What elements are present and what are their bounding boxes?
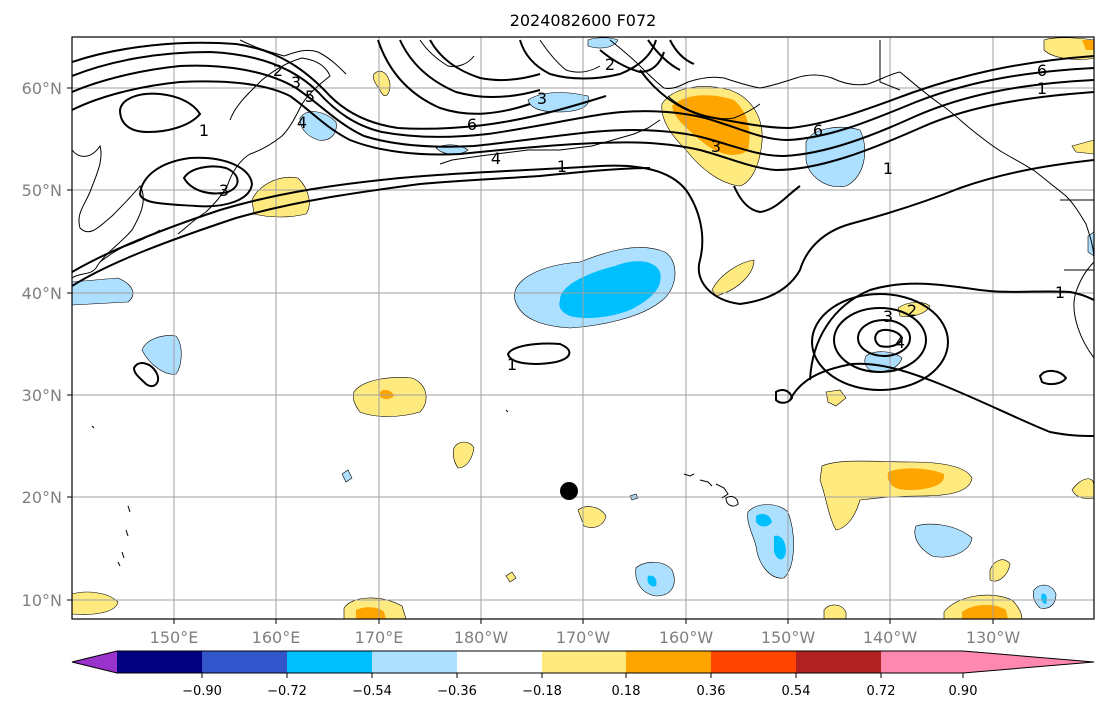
contour-label: 1 <box>507 355 517 374</box>
colorbar-segment <box>711 651 796 673</box>
anomaly-shading <box>72 37 1094 619</box>
lon-label: 130°W <box>966 628 1021 647</box>
lon-label: 170°W <box>556 628 611 647</box>
shade-yellow <box>1043 37 1094 60</box>
shade-orange <box>672 95 750 155</box>
colorbar-segment <box>881 651 963 673</box>
colorbar-extend-left <box>72 651 117 673</box>
colorbar-tick-label: 0.90 <box>949 684 978 699</box>
lat-label: 50°N <box>22 181 62 200</box>
map-area: 1 2 3 4 5 6 1 2 3 4 6 3 1 6 2 3 1 3 4 1 … <box>72 37 1094 619</box>
shade-yellow <box>989 559 1011 582</box>
shade-yellow <box>373 71 391 96</box>
colorbar: −0.90 −0.72 −0.54 −0.36 −0.18 0.18 0.36 … <box>71 650 1095 699</box>
colorbar-tick-label: 0.18 <box>612 684 641 699</box>
lat-label: 10°N <box>22 591 62 610</box>
shade-yellow <box>823 604 847 619</box>
contour-label: 1 <box>1055 283 1065 302</box>
lat-label: 40°N <box>22 284 62 303</box>
colorbar-segment <box>372 651 457 673</box>
contour-label: 1 <box>557 157 567 176</box>
colorbar-segment <box>287 651 372 673</box>
shade-light-blue <box>914 523 973 558</box>
shade-blue <box>1041 593 1047 604</box>
contour-label: 3 <box>711 137 721 156</box>
colorbar-segment <box>117 651 202 673</box>
contour-label: 2 <box>907 301 917 320</box>
contour-label: 3 <box>291 73 301 92</box>
contour-label: 6 <box>467 115 477 134</box>
shade-yellow <box>72 591 119 615</box>
colorbar-segment <box>796 651 881 673</box>
colorbar-segment <box>542 651 626 673</box>
colorbar-tick-label: 0.72 <box>867 684 896 699</box>
lon-label: 150°E <box>150 628 199 647</box>
lat-label: 60°N <box>22 79 62 98</box>
contours <box>72 39 1094 437</box>
colorbar-tick-label: 0.54 <box>782 684 811 699</box>
contour-label: 4 <box>297 113 307 132</box>
lon-label: 170°E <box>355 628 404 647</box>
shade-yellow <box>711 259 755 297</box>
shade-yellow <box>452 441 475 469</box>
location-marker <box>560 482 578 500</box>
lon-label: 180°W <box>454 628 509 647</box>
lon-label: 160°W <box>659 628 714 647</box>
latitude-labels: 60°N 50°N 40°N 30°N 20°N 10°N <box>22 79 62 610</box>
shade-light-blue <box>747 504 794 579</box>
shade-yellow <box>505 571 517 583</box>
contour-label: 2 <box>273 61 283 80</box>
shade-light-blue <box>299 111 337 141</box>
contour-label: 1 <box>199 121 209 140</box>
shade-yellow <box>825 389 847 407</box>
contour-label: 1 <box>1037 79 1047 98</box>
lon-label: 150°W <box>761 628 816 647</box>
contour-label: 4 <box>491 149 501 168</box>
contour-label: 3 <box>537 89 547 108</box>
contour-label: 3 <box>219 181 229 200</box>
shade-blue <box>756 514 772 527</box>
tick-marks <box>67 87 994 624</box>
colorbar-extend-right <box>963 651 1094 673</box>
colorbar-segment <box>626 651 711 673</box>
colorbar-tick-label: −0.18 <box>522 684 562 699</box>
colorbar-tick-label: −0.54 <box>352 684 392 699</box>
shade-orange <box>1082 40 1094 50</box>
contour-label: 6 <box>1037 61 1047 80</box>
shade-light-blue <box>141 335 182 375</box>
lon-label: 160°E <box>252 628 301 647</box>
shade-blue <box>559 261 661 318</box>
shade-yellow <box>1071 478 1094 500</box>
contour-label: 1 <box>883 159 893 178</box>
colorbar-tick-label: 0.36 <box>697 684 726 699</box>
shade-light-blue <box>72 277 134 306</box>
colorbar-segment <box>457 651 542 673</box>
shade-light-blue <box>341 469 353 483</box>
contour-labels: 1 2 3 4 5 6 1 2 3 4 6 3 1 6 2 3 1 3 4 1 … <box>199 55 1065 374</box>
shade-orange <box>962 604 1008 619</box>
contour-label: 2 <box>605 55 615 74</box>
contour-label: 3 <box>883 307 893 326</box>
lon-label: 140°W <box>863 628 918 647</box>
colorbar-tick-label: −0.36 <box>437 684 477 699</box>
contour-label: 5 <box>305 87 315 106</box>
shade-orange <box>380 389 394 399</box>
contour-label: 6 <box>813 121 823 140</box>
shade-orange <box>887 468 945 490</box>
colorbar-tick-label: −0.72 <box>267 684 307 699</box>
shade-yellow <box>251 176 310 218</box>
longitude-labels: 150°E 160°E 170°E 180°W 170°W 160°W 150°… <box>150 628 1021 647</box>
shade-blue <box>647 575 657 587</box>
shade-yellow <box>577 506 607 528</box>
shade-blue <box>774 535 786 560</box>
shade-yellow <box>1071 139 1094 155</box>
contour-label: 4 <box>895 333 905 352</box>
lat-label: 30°N <box>22 386 62 405</box>
colorbar-segment <box>202 651 287 673</box>
figure-title: 2024082600 F072 <box>510 11 657 30</box>
colorbar-tick-label: −0.90 <box>182 684 222 699</box>
lat-label: 20°N <box>22 488 62 507</box>
